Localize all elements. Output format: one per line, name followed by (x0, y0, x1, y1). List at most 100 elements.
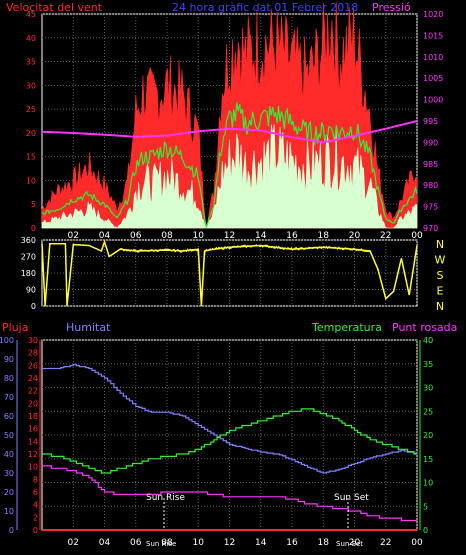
temperature-y-tick: 0 (423, 526, 428, 535)
compass-label: W (435, 254, 446, 267)
pressure-y-tick: 1005 (423, 74, 443, 83)
x-tick-label-bottom: 00 (411, 538, 423, 548)
wind-min-series (41, 124, 418, 229)
x-tick-label-top: 22 (380, 231, 391, 241)
wind-y-tick: 5 (31, 200, 36, 209)
direction-y-tick: 180 (21, 269, 36, 278)
x-tick-label-top: 02 (68, 231, 79, 241)
wind-y-tick: 15 (26, 153, 36, 162)
rain-y-tick: 30 (28, 336, 38, 345)
x-tick-label-bottom: 18 (318, 538, 330, 548)
x-tick-label-bottom: 14 (255, 538, 267, 548)
wind-speed-title: Velocitat del vent (6, 1, 103, 14)
x-tick-label-top: 14 (255, 231, 267, 241)
wind-direction-detail (119, 244, 371, 306)
chart-title: 24 hora gràfic dat 01 Febrer 2018 (172, 1, 358, 14)
rain-y-tick: 0 (33, 526, 38, 535)
temperature-series (42, 408, 417, 474)
wind-y-tick: 45 (26, 10, 36, 19)
x-tick-label-bottom: 04 (99, 538, 111, 548)
x-tick-label-bottom: 02 (68, 538, 79, 548)
x-tick-label-top: 18 (318, 231, 330, 241)
temperature-y-tick: 40 (423, 336, 433, 345)
pressure-series (41, 120, 418, 144)
rain-title: Pluja (2, 321, 28, 334)
rain-y-tick: 12 (28, 450, 38, 459)
x-tick-label-top: 16 (286, 231, 298, 241)
humidity-y-tick: 100 (0, 336, 14, 345)
x-tick-label-top: 20 (349, 231, 361, 241)
pressure-y-tick: 1015 (423, 31, 443, 40)
compass-label: E (437, 285, 444, 298)
direction-y-tick: 90 (26, 286, 36, 295)
humidity-y-tick: 0 (9, 526, 14, 535)
direction-y-tick: 0 (31, 302, 36, 311)
dewpoint-series (42, 465, 417, 522)
rain-y-tick: 18 (28, 412, 38, 421)
x-tick-label-bottom: 06 (130, 538, 142, 548)
temperature-y-tick: 35 (423, 360, 433, 369)
temperature-title: Temperatura (311, 321, 382, 334)
compass-label: S (437, 269, 444, 282)
rain-y-tick: 24 (28, 374, 38, 383)
pressure-y-tick: 970 (423, 224, 438, 233)
series-lines (41, 1, 418, 531)
compass-label: N (436, 300, 444, 313)
humidity-y-tick: 10 (4, 507, 14, 516)
wind-y-tick: 0 (31, 224, 36, 233)
temperature-y-tick: 10 (423, 479, 433, 488)
humidity-y-tick: 60 (4, 412, 14, 421)
x-tick-label-top: 04 (99, 231, 111, 241)
temperature-y-tick: 20 (423, 431, 433, 440)
wind-y-tick: 35 (26, 58, 36, 67)
rain-y-tick: 14 (28, 437, 38, 446)
humidity-y-tick: 90 (4, 355, 14, 364)
x-tick-label-bottom: 10 (193, 538, 205, 548)
direction-y-tick: 270 (21, 253, 36, 262)
temperature-y-tick: 30 (423, 384, 433, 393)
humidity-title: Humitat (66, 321, 111, 334)
x-tick-label-bottom: 12 (224, 538, 235, 548)
compass-label: N (436, 238, 444, 251)
humidity-y-tick: 80 (4, 374, 14, 383)
pressure-y-tick: 975 (423, 203, 438, 212)
rain-y-tick: 6 (33, 488, 38, 497)
sun-set-label: Sun Set (334, 493, 369, 503)
wind-y-tick: 40 (26, 34, 36, 43)
rain-y-tick: 8 (33, 475, 38, 484)
x-tick-label-bottom: 16 (286, 538, 298, 548)
pressure-title: Pressió (372, 1, 411, 14)
pressure-y-tick: 980 (423, 181, 438, 190)
humidity-y-tick: 30 (4, 469, 14, 478)
dewpoint-title: Punt rosada (392, 321, 457, 334)
pressure-y-tick: 1000 (423, 96, 443, 105)
x-tick-label-top: 10 (193, 231, 205, 241)
x-tick-label-bottom: 20 (349, 538, 361, 548)
wind-avg-series (41, 102, 418, 229)
wind-y-tick: 25 (26, 105, 36, 114)
pressure-y-tick: 995 (423, 117, 438, 126)
x-tick-label-bottom: 22 (380, 538, 391, 548)
humidity-y-tick: 70 (4, 393, 14, 402)
wind-y-tick: 20 (26, 129, 36, 138)
sun-rise-bottom-label: Sun Rise (146, 540, 176, 548)
rain-y-tick: 2 (33, 513, 38, 522)
pressure-y-tick: 985 (423, 160, 438, 169)
rain-y-tick: 4 (33, 501, 38, 510)
x-tick-label-top: 00 (411, 231, 423, 241)
x-tick-label-top: 06 (130, 231, 142, 241)
x-tick-label-bottom: 08 (161, 538, 173, 548)
rain-y-tick: 16 (28, 425, 38, 434)
humidity-y-tick: 20 (4, 488, 14, 497)
rain-y-tick: 26 (28, 361, 38, 370)
rain-y-tick: 20 (28, 399, 38, 408)
direction-y-tick: 360 (21, 236, 36, 245)
wind-y-tick: 10 (26, 176, 36, 185)
x-tick-label-top: 12 (224, 231, 235, 241)
wind-y-tick: 30 (26, 81, 36, 90)
pressure-y-tick: 1010 (423, 53, 443, 62)
x-tick-label-top: 08 (161, 231, 173, 241)
humidity-series (42, 364, 418, 474)
pressure-y-tick: 1020 (423, 10, 443, 19)
